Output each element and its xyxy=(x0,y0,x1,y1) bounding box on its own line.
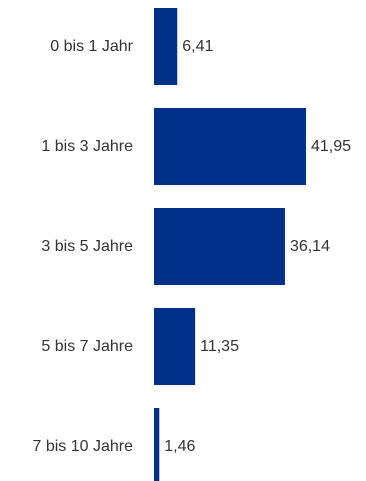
category-label: 5 bis 7 Jahre xyxy=(41,338,133,355)
category-label: 1 bis 3 Jahre xyxy=(41,138,133,155)
bars-group xyxy=(154,8,306,481)
value-label: 36,14 xyxy=(290,238,330,255)
value-label: 1,46 xyxy=(164,438,195,455)
category-label: 0 bis 1 Jahr xyxy=(50,38,133,55)
value-label: 6,41 xyxy=(182,38,213,55)
value-label: 11,35 xyxy=(200,338,239,355)
bar xyxy=(154,8,178,85)
category-label: 7 bis 10 Jahre xyxy=(32,438,133,455)
category-labels-group: 0 bis 1 Jahr 1 bis 3 Jahre 3 bis 5 Jahre 5 … xyxy=(32,38,133,455)
bar xyxy=(154,208,285,285)
value-label: 41,95 xyxy=(311,138,351,155)
bar xyxy=(154,108,306,185)
bar xyxy=(154,308,196,385)
bar xyxy=(154,408,160,481)
category-label: 3 bis 5 Jahre xyxy=(41,238,133,255)
value-labels-group: 6,41 41,95 36,14 11,35 1,46 xyxy=(164,38,351,455)
